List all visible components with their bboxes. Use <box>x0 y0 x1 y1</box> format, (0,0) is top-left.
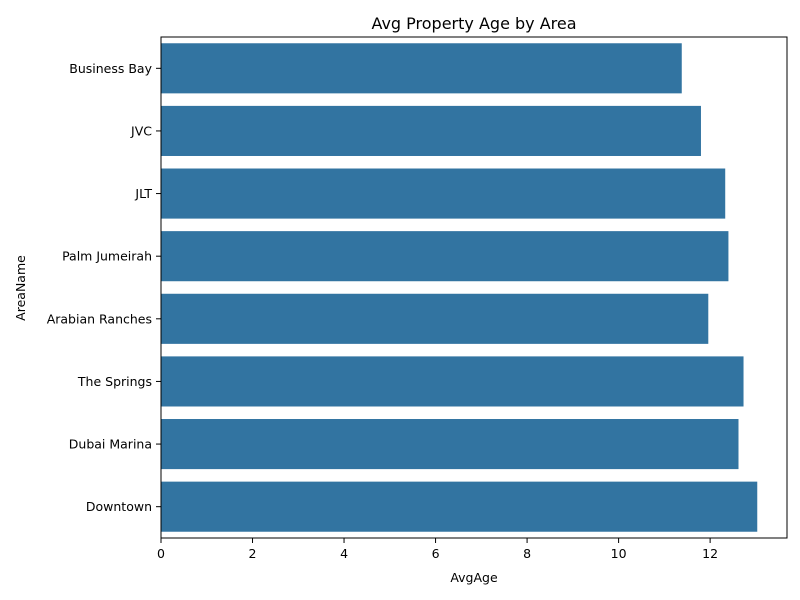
x-tick-label: 8 <box>523 546 531 561</box>
bar-4 <box>161 293 709 344</box>
x-axis-ticks: 0 2 4 6 8 10 12 <box>157 538 718 561</box>
bar-0 <box>161 43 682 94</box>
bar-5 <box>161 356 744 407</box>
x-tick-label: 0 <box>157 546 165 561</box>
chart-title: Avg Property Age by Area <box>371 14 576 33</box>
bar-6 <box>161 419 739 470</box>
y-tick-label: Downtown <box>86 499 152 514</box>
bar-3 <box>161 231 729 282</box>
bar-1 <box>161 105 701 156</box>
y-axis-label: AreaName <box>13 255 28 321</box>
bar-7 <box>161 481 758 532</box>
y-axis-ticks: Business Bay JVC JLT Palm Jumeirah Arabian R… <box>47 61 161 514</box>
x-axis-label: AvgAge <box>450 570 498 585</box>
y-tick-label: The Springs <box>77 374 152 389</box>
x-tick-label: 4 <box>340 546 348 561</box>
y-tick-label: JLT <box>134 186 152 201</box>
bars-group <box>161 43 758 532</box>
y-tick-label: Arabian Ranches <box>47 311 152 326</box>
x-tick-label: 2 <box>249 546 257 561</box>
x-tick-label: 6 <box>432 546 440 561</box>
x-tick-label: 12 <box>702 546 718 561</box>
plot-area-frame <box>160 36 788 539</box>
y-tick-label: Business Bay <box>69 61 152 76</box>
y-tick-label: JVC <box>130 123 152 138</box>
x-tick-label: 10 <box>611 546 627 561</box>
y-tick-label: Palm Jumeirah <box>62 249 152 264</box>
y-tick-label: Dubai Marina <box>69 437 152 452</box>
bar-2 <box>161 168 726 219</box>
